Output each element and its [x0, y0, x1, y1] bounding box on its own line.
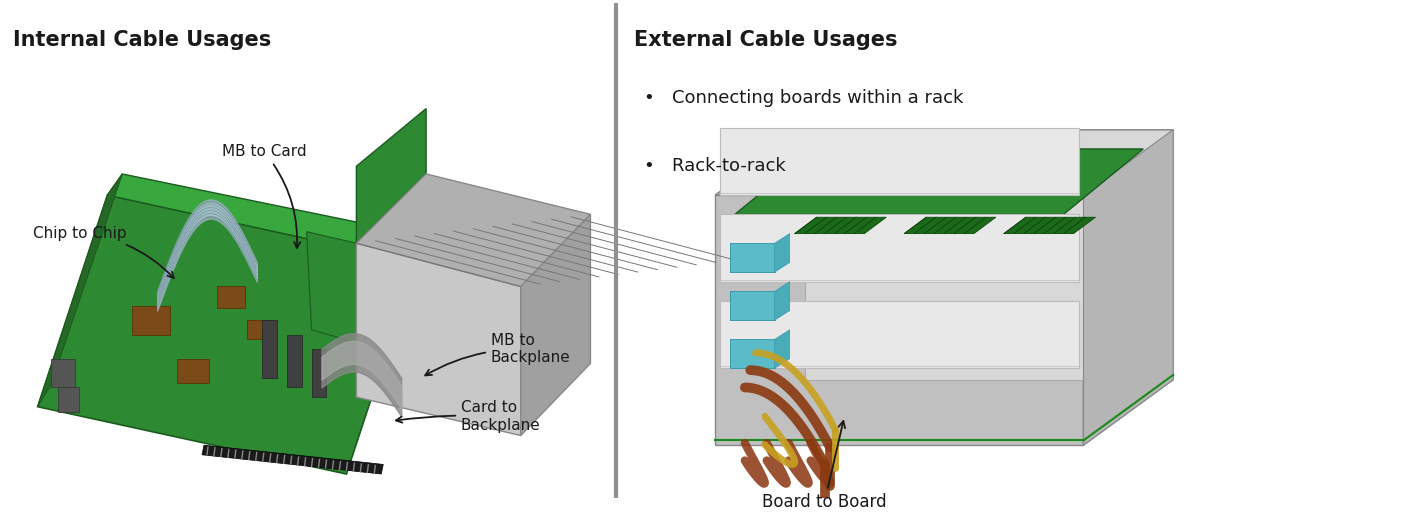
- Polygon shape: [262, 320, 277, 378]
- Polygon shape: [804, 130, 1173, 380]
- Polygon shape: [729, 243, 774, 272]
- Polygon shape: [904, 217, 995, 234]
- Polygon shape: [719, 301, 1079, 368]
- Polygon shape: [307, 232, 362, 344]
- Text: MB to
Backplane: MB to Backplane: [425, 333, 570, 375]
- Polygon shape: [201, 445, 383, 474]
- Text: Internal Cable Usages: Internal Cable Usages: [13, 30, 270, 50]
- Polygon shape: [719, 128, 1079, 195]
- Polygon shape: [246, 320, 272, 339]
- Polygon shape: [356, 174, 590, 286]
- Polygon shape: [715, 195, 1084, 445]
- Polygon shape: [177, 358, 208, 383]
- Text: Board to Board: Board to Board: [762, 421, 887, 511]
- Text: External Cable Usages: External Cable Usages: [634, 30, 897, 50]
- Text: •   Connecting boards within a rack: • Connecting boards within a rack: [643, 89, 963, 107]
- Polygon shape: [729, 339, 774, 368]
- Polygon shape: [356, 109, 427, 243]
- Polygon shape: [735, 149, 1143, 214]
- Polygon shape: [715, 130, 1173, 195]
- Polygon shape: [774, 234, 790, 272]
- Polygon shape: [38, 195, 417, 474]
- Text: Card to
Backplane: Card to Backplane: [396, 400, 541, 433]
- Polygon shape: [774, 330, 790, 368]
- Polygon shape: [774, 282, 790, 320]
- Polygon shape: [38, 174, 122, 407]
- Polygon shape: [1084, 130, 1173, 445]
- Polygon shape: [287, 335, 301, 387]
- Polygon shape: [311, 349, 327, 397]
- Polygon shape: [51, 358, 76, 387]
- Polygon shape: [356, 243, 521, 436]
- Polygon shape: [58, 387, 79, 411]
- Polygon shape: [107, 174, 436, 263]
- Text: MB to Card: MB to Card: [222, 144, 307, 248]
- Text: Chip to Chip: Chip to Chip: [32, 226, 173, 278]
- Polygon shape: [719, 214, 1079, 282]
- Polygon shape: [132, 306, 170, 335]
- Polygon shape: [794, 217, 886, 234]
- Polygon shape: [1084, 130, 1173, 445]
- Polygon shape: [729, 291, 774, 320]
- Polygon shape: [217, 286, 245, 307]
- Polygon shape: [1004, 217, 1095, 234]
- Polygon shape: [521, 214, 590, 436]
- Text: •   Rack-to-rack: • Rack-to-rack: [643, 157, 786, 175]
